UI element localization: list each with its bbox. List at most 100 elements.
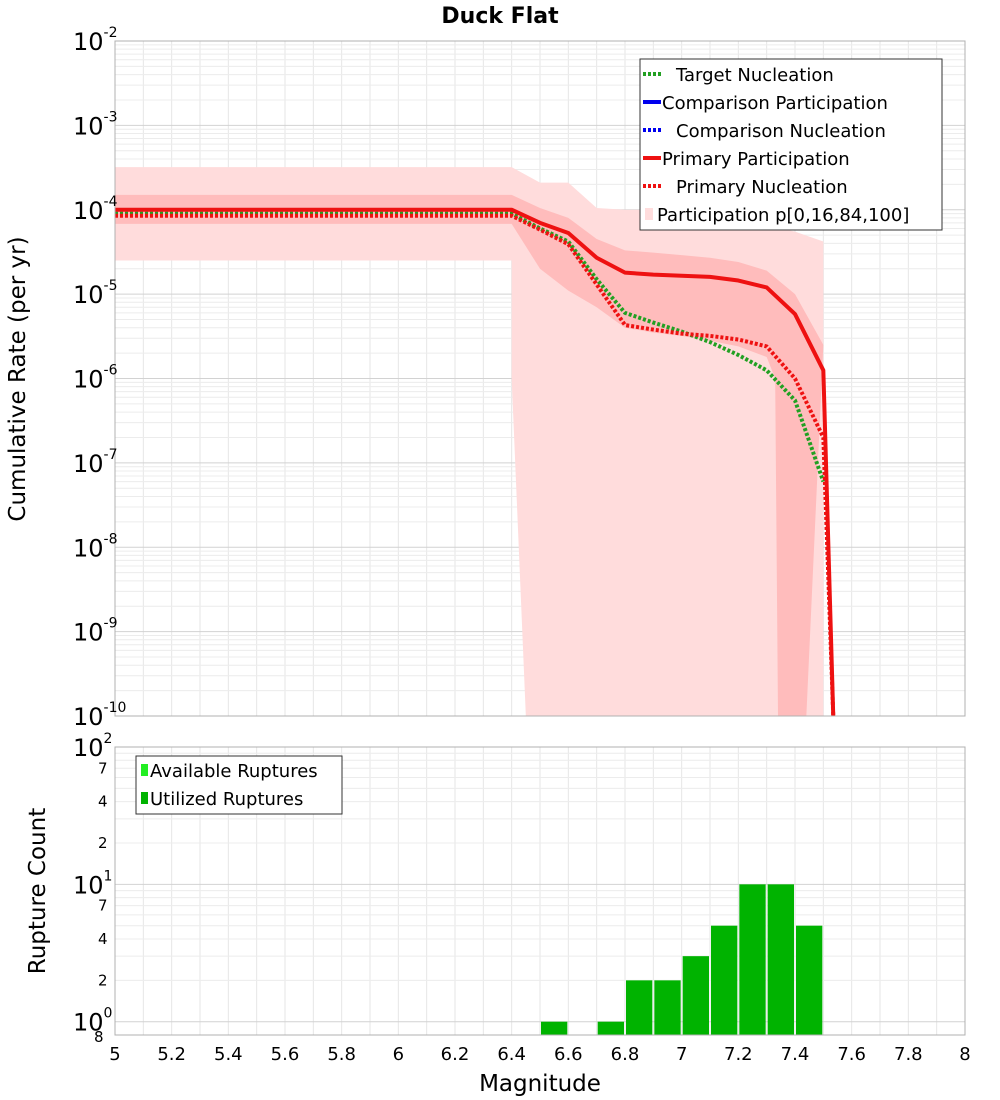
magnitude-x-tick-label: 6.4 xyxy=(497,1044,526,1065)
rupture-plot-border xyxy=(114,746,966,1036)
rupture-y-minor-tick-label: 8 xyxy=(94,1028,104,1046)
rate-plot-border xyxy=(114,40,966,717)
magnitude-x-tick-label: 8 xyxy=(959,1044,970,1065)
rate-plot-panel: 10-210-310-410-510-610-710-810-910-10Tar… xyxy=(73,25,966,731)
magnitude-x-tick-label: 5.8 xyxy=(327,1044,356,1065)
rate-y-tick-base: 10 xyxy=(73,619,104,647)
participation-band-p16-p84 xyxy=(115,194,824,716)
rate-y-tick-base: 10 xyxy=(73,28,104,56)
rate-y-tick-label: 10-6 xyxy=(73,363,118,394)
magnitude-x-tick-label: 6.8 xyxy=(611,1044,640,1065)
rate-y-tick-exponent: -8 xyxy=(104,531,118,547)
rate-y-tick-exponent: -5 xyxy=(104,278,118,294)
rupture-y-minor-tick-label: 2 xyxy=(98,971,108,989)
rate-y-tick-exponent: -3 xyxy=(104,109,118,125)
rate-y-tick-exponent: -4 xyxy=(104,194,118,210)
magnitude-x-tick-label: 6 xyxy=(393,1044,404,1065)
legend-label-comparison-participation: Comparison Participation xyxy=(662,93,888,114)
rate-y-tick-base: 10 xyxy=(73,703,104,731)
rupture-y-tick-label: 102 xyxy=(73,731,112,762)
rupture-y-tick-exponent: 2 xyxy=(104,731,113,747)
rupture-count-bar xyxy=(796,925,823,1035)
magnitude-x-tick-label: 6.2 xyxy=(441,1044,470,1065)
rupture-count-bar xyxy=(682,956,709,1035)
magnitude-x-tick-label: 6.6 xyxy=(554,1044,583,1065)
rupture-count-bar xyxy=(626,980,653,1035)
rate-series-lines xyxy=(115,207,836,717)
rupture-y-tick-exponent: 0 xyxy=(104,1006,113,1022)
legend-swatch-participation-p-0-16-84-100 xyxy=(645,208,653,220)
rupture-count-bar xyxy=(654,980,681,1035)
rupture-legend-box xyxy=(135,755,343,815)
rupture-count-bar xyxy=(711,925,738,1035)
legend-label-primary-participation: Primary Participation xyxy=(662,149,850,170)
legend-label-target-nucleation: Target Nucleation xyxy=(675,65,834,86)
primary-participation-line xyxy=(115,207,836,717)
rupture-y-tick-exponent: 1 xyxy=(104,868,113,884)
rupture-y-minor-tick-label: 7 xyxy=(98,897,108,915)
magnitude-x-tick-label: 5.2 xyxy=(157,1044,186,1065)
magnitude-x-tick-labels: 5 5.2 5.4 5.6 5.8 6 6.2 6.4 6.6 6.8 7 7.2 7.4 7.6 7.8 8 xyxy=(109,1044,970,1065)
rate-y-tick-label: 10-9 xyxy=(73,616,118,647)
rupture-count-bar xyxy=(541,1021,568,1035)
rate-y-tick-exponent: -9 xyxy=(104,616,118,632)
rupture-y-tick-base: 10 xyxy=(73,1009,104,1037)
legend-label-available-ruptures: Available Ruptures xyxy=(150,761,318,782)
magnitude-x-tick-label: 7.8 xyxy=(894,1044,923,1065)
rate-y-tick-exponent: -10 xyxy=(104,700,127,716)
rate-y-tick-base: 10 xyxy=(73,281,104,309)
legend-label-utilized-ruptures: Utilized Ruptures xyxy=(150,789,303,810)
rupture-y-tick-base: 10 xyxy=(73,871,104,899)
chart-title: Duck Flat xyxy=(441,4,559,29)
magnitude-x-axis-label: Magnitude xyxy=(479,1071,601,1097)
rupture-legend: Available Ruptures Utilized Ruptures xyxy=(135,755,343,815)
count-y-axis-label: Rupture Count xyxy=(25,808,51,974)
magnitude-x-tick-label: 7.2 xyxy=(724,1044,753,1065)
magnitude-x-tick-label: 7 xyxy=(676,1044,687,1065)
rate-y-axis-label: Cumulative Rate (per yr) xyxy=(5,236,31,521)
rate-y-tick-base: 10 xyxy=(73,450,104,478)
rupture-y-tick-label: 100 xyxy=(73,1006,112,1037)
magnitude-x-tick-label: 7.4 xyxy=(781,1044,810,1065)
target-nucleation-line xyxy=(115,211,826,483)
rupture-y-minor-tick-label: 4 xyxy=(98,930,108,948)
rupture-count-bar xyxy=(597,1021,624,1035)
magnitude-x-tick-label: 5 xyxy=(109,1044,120,1065)
rate-y-tick-base: 10 xyxy=(73,534,104,562)
rate-y-tick-exponent: -7 xyxy=(104,447,118,463)
rupture-bars xyxy=(541,884,823,1035)
rate-y-tick-base: 10 xyxy=(73,112,104,140)
rate-y-tick-exponent: -2 xyxy=(104,25,118,41)
rate-y-tick-label: 10-5 xyxy=(73,278,118,309)
rupture-y-minor-tick-label: 4 xyxy=(98,793,108,811)
rate-y-tick-label: 10-4 xyxy=(73,194,118,225)
rate-y-tick-label: 10-3 xyxy=(73,109,118,140)
rate-y-tick-base: 10 xyxy=(73,197,104,225)
rate-legend: Target Nucleation Comparison Participatio… xyxy=(639,58,943,231)
rate-legend-box xyxy=(639,58,943,231)
legend-label-primary-nucleation: Primary Nucleation xyxy=(676,177,848,198)
legend-swatch-available-ruptures xyxy=(141,764,148,776)
rate-y-tick-label: 10-7 xyxy=(73,447,118,478)
participation-bands xyxy=(115,167,824,716)
rupture-count-bar xyxy=(767,884,794,1035)
rupture-y-minor-tick-label: 7 xyxy=(98,759,108,777)
magnitude-x-tick-label: 7.6 xyxy=(837,1044,866,1065)
primary-nucleation-line xyxy=(115,213,836,717)
rate-y-tick-labels: 10-210-310-410-510-610-710-810-910-10 xyxy=(73,25,126,731)
rate-y-tick-label: 10-8 xyxy=(73,531,118,562)
rate-y-tick-label: 10-10 xyxy=(73,700,126,731)
rupture-count-bar xyxy=(739,884,766,1035)
rupture-y-minor-tick-label: 2 xyxy=(98,834,108,852)
legend-swatch-utilized-ruptures xyxy=(141,792,148,804)
magnitude-x-tick-label: 5.6 xyxy=(271,1044,300,1065)
rupture-y-tick-label: 101 xyxy=(73,868,112,899)
legend-label-comparison-nucleation: Comparison Nucleation xyxy=(676,121,886,142)
rate-y-tick-exponent: -6 xyxy=(104,363,118,379)
legend-label-participation-p-0-16-84-100: Participation p[0,16,84,100] xyxy=(657,205,909,226)
magnitude-x-tick-label: 5.4 xyxy=(214,1044,243,1065)
rate-y-tick-label: 10-2 xyxy=(73,25,118,56)
